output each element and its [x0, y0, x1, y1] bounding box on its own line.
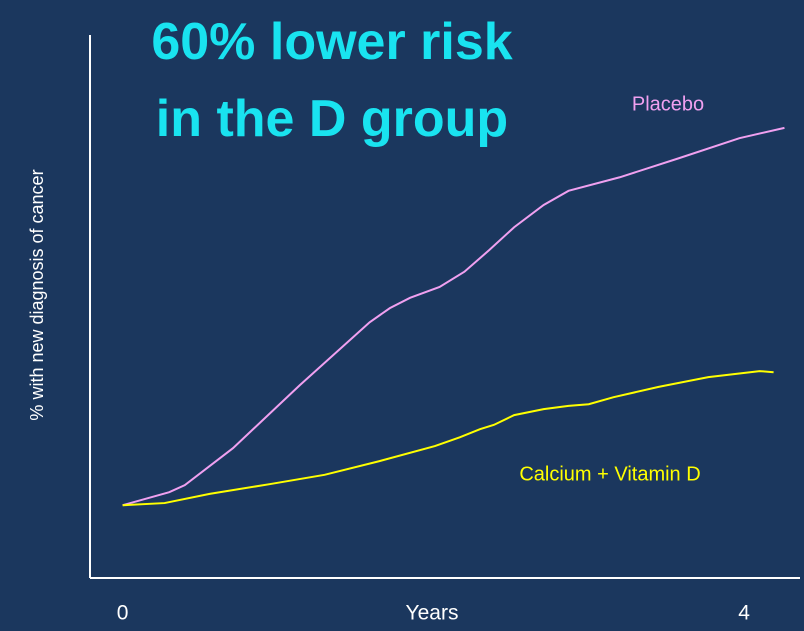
y-axis-label: % with new diagnosis of cancer [27, 169, 47, 420]
x-tick-label: 0 [117, 602, 129, 625]
x-tick-label: 4 [738, 602, 750, 625]
chart-title: 60% lower risk in the D group [151, 13, 513, 148]
series-line [122, 370, 774, 507]
series-label: Calcium + Vitamin D [519, 463, 700, 485]
series-line [122, 126, 785, 507]
x-axis-label: Years [406, 602, 459, 625]
series-label: Placebo [632, 93, 704, 115]
